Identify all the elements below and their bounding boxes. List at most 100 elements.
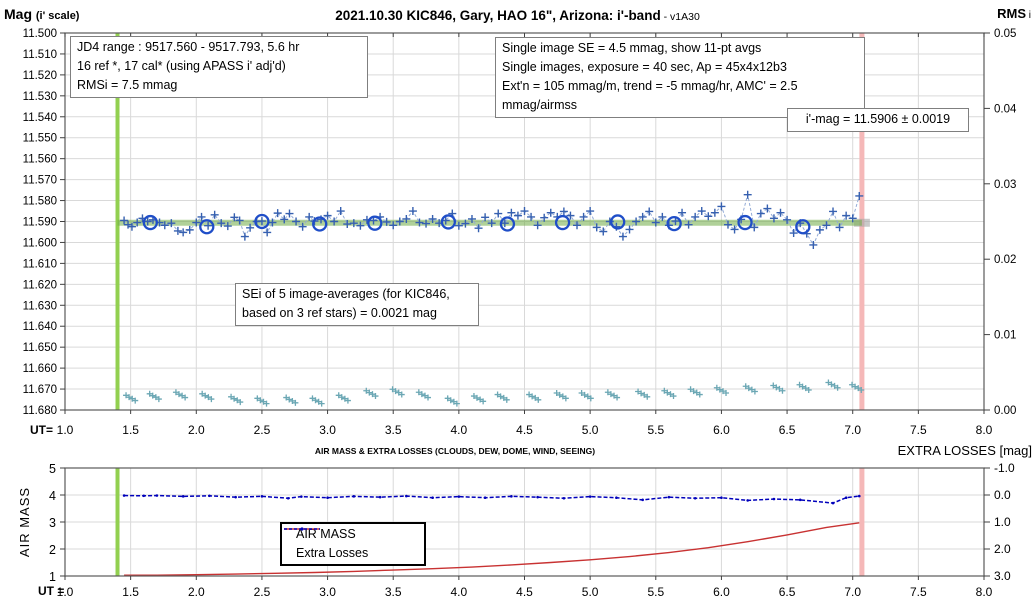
rms-plus-marker xyxy=(480,398,487,405)
rms-plus-marker xyxy=(341,395,348,402)
avg5-circle-marker xyxy=(312,216,328,232)
extra-losses-dot xyxy=(667,495,671,499)
tick-label: 4.5 xyxy=(516,585,533,599)
avg11-plus-marker xyxy=(815,225,824,234)
rms-plus-marker xyxy=(562,395,569,402)
avg11-plus-marker xyxy=(422,219,431,228)
avg5-circle-marker xyxy=(440,214,457,230)
tick-label: 2.5 xyxy=(254,585,271,599)
tick-label: 11.630 xyxy=(23,300,57,312)
airmass-line xyxy=(124,522,860,576)
rms-plus-marker xyxy=(477,396,484,403)
avg11-plus-marker xyxy=(632,217,641,226)
avg5-circle-marker xyxy=(142,214,158,231)
extra-losses-dot xyxy=(208,494,211,498)
avg11-plus-marker xyxy=(573,221,582,230)
avg11-plus-marker xyxy=(717,202,726,211)
rms-plus-marker xyxy=(126,394,133,401)
tick-label: 2.0 xyxy=(188,423,205,437)
avg11-plus-marker xyxy=(743,190,752,199)
avg11-plus-marker xyxy=(185,225,194,234)
tick-label: 0.03 xyxy=(994,179,1016,191)
rms-plus-marker xyxy=(132,397,139,404)
tick-label: 5.0 xyxy=(582,423,599,437)
tick-label: 11.500 xyxy=(23,28,57,40)
tick-label: 3 xyxy=(49,516,56,530)
rms-plus-marker xyxy=(338,394,345,401)
avg11-plus-marker xyxy=(579,212,588,221)
avg5-circle-marker xyxy=(367,215,383,231)
rms-plus-marker xyxy=(742,383,749,390)
avg11-plus-marker xyxy=(586,207,595,216)
rms-plus-marker xyxy=(309,395,316,402)
tick-label: 7.0 xyxy=(844,423,861,437)
extra-losses-dot xyxy=(405,494,408,498)
avg11-plus-marker xyxy=(710,208,719,217)
rms-plus-marker xyxy=(453,400,460,407)
rms-plus-marker xyxy=(392,388,399,395)
rms-plus-marker xyxy=(855,385,862,392)
rms-plus-marker xyxy=(315,398,322,405)
rms-plus-marker xyxy=(444,395,451,402)
rms-plus-marker xyxy=(447,397,454,404)
avg11-plus-marker xyxy=(822,221,831,230)
avg11-plus-marker xyxy=(305,212,314,221)
avg11-plus-marker xyxy=(848,214,857,223)
avg11-plus-marker xyxy=(461,219,470,228)
tick-label: -1.0 xyxy=(994,461,1015,475)
rms-plus-marker xyxy=(389,386,396,393)
avg11-plus-marker xyxy=(527,212,536,221)
tick-label: 1.5 xyxy=(122,423,139,437)
tick-label: 11.520 xyxy=(23,70,57,82)
rms-plus-marker xyxy=(661,387,668,394)
mag-axis-title-scale: (i' scale) xyxy=(35,10,80,22)
avg11-plus-marker xyxy=(330,217,339,226)
rms-plus-marker xyxy=(687,386,694,393)
tick-label: 11.550 xyxy=(23,133,57,145)
mag-axis-title: Mag (i' scale) xyxy=(4,6,79,22)
extra-losses-dot xyxy=(286,496,290,500)
extra-losses-dot xyxy=(181,495,185,498)
tick-label: 11.510 xyxy=(23,49,57,61)
rms-plus-marker xyxy=(532,394,539,401)
tick-label: 8.0 xyxy=(976,423,993,437)
avg11-plus-marker xyxy=(285,209,294,218)
avg11-plus-marker xyxy=(133,218,142,227)
avg11-plus-marker xyxy=(240,232,249,241)
tick-label: 11.620 xyxy=(23,279,57,291)
avg11-plus-marker xyxy=(645,207,654,216)
avg11-plus-marker xyxy=(415,218,424,227)
avg11-plus-marker xyxy=(173,226,182,235)
avg11-plus-marker xyxy=(197,212,206,221)
tick-label: 11.540 xyxy=(23,112,57,124)
rms-plus-marker xyxy=(584,393,591,400)
avg11-plus-marker xyxy=(599,227,608,236)
extra-losses-dot xyxy=(234,495,237,499)
jd-range-line3: RMSi = 7.5 mmag xyxy=(77,78,178,92)
tick-label: 5.5 xyxy=(647,585,664,599)
avg11-plus-marker xyxy=(336,207,345,216)
avg11-plus-marker xyxy=(474,224,483,233)
extra-losses-axis-label: EXTRA LOSSES [mag] xyxy=(897,443,1032,458)
imag-result-box: i'-mag = 11.5906 ± 0.0019 xyxy=(787,108,969,132)
chart-title-version: - v1A30 xyxy=(660,11,700,23)
tick-label: 2.0 xyxy=(188,585,205,599)
extra-losses-dot xyxy=(746,499,749,502)
rms-plus-marker xyxy=(418,391,425,398)
tick-label: 6.5 xyxy=(779,585,796,599)
extra-losses-dot xyxy=(857,494,861,498)
rms-plus-marker xyxy=(202,392,209,399)
rms-plus-marker xyxy=(149,392,156,399)
tick-label: 1 xyxy=(49,570,56,584)
rms-plus-marker xyxy=(779,387,786,394)
rms-plus-marker xyxy=(690,388,697,395)
avg11-plus-marker xyxy=(559,207,568,216)
extra-losses-dot xyxy=(142,494,146,498)
extra-losses-dot xyxy=(483,496,487,500)
avg11-plus-marker xyxy=(223,222,232,231)
rms-plus-marker xyxy=(831,382,838,389)
extra-losses-dot xyxy=(378,495,382,499)
rms-plus-marker xyxy=(751,388,758,395)
tick-label: 11.530 xyxy=(23,91,57,103)
